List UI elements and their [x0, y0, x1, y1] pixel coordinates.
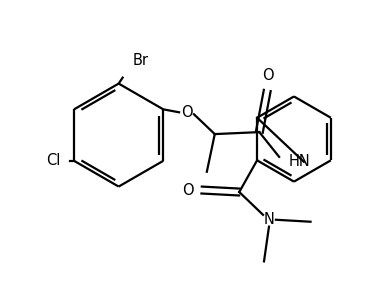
Text: O: O [181, 105, 193, 120]
Text: HN: HN [289, 154, 311, 169]
Text: O: O [262, 68, 274, 83]
Text: Cl: Cl [46, 153, 60, 168]
Text: Br: Br [132, 53, 148, 68]
Text: N: N [264, 212, 274, 227]
Text: O: O [182, 183, 194, 197]
